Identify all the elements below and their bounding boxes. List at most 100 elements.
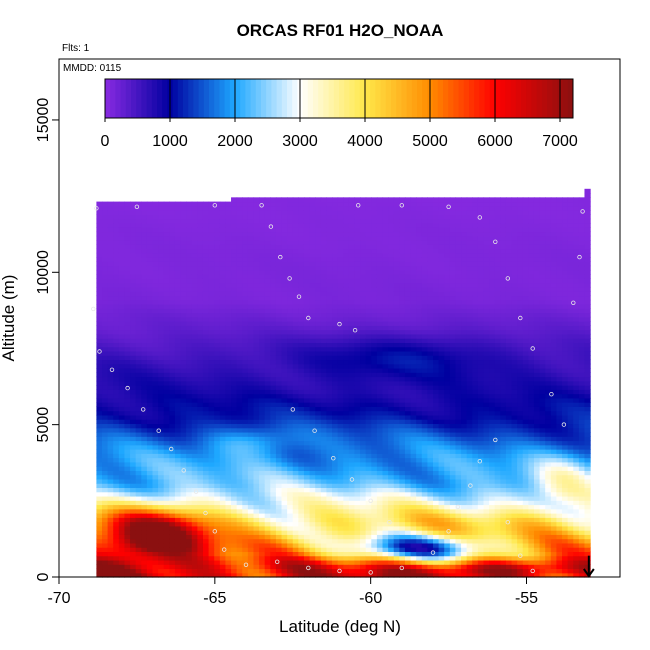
heatmap-cell [124,321,131,326]
heatmap-cell [326,312,333,318]
heatmap-cell [404,478,412,484]
heatmap-cell [332,205,339,211]
heatmap-cell [124,372,131,378]
heatmap-cell [202,342,210,348]
heatmap-cell [382,291,389,297]
heatmap-cell [191,214,198,220]
heatmap-cell [152,453,159,459]
heatmap-cell [264,393,271,399]
heatmap-cell [113,521,120,527]
heatmap-cell [343,363,350,369]
heatmap-cell [371,197,378,203]
heatmap-cell [186,240,193,245]
heatmap-cell [388,338,395,343]
heatmap-cell [360,423,367,429]
heatmap-cell [337,385,344,390]
heatmap-cell [292,372,299,378]
heatmap-cell [191,385,198,390]
heatmap-cell [169,534,176,540]
heatmap-cell [242,427,249,433]
heatmap-cell [124,483,131,489]
heatmap-cell [399,355,406,361]
heatmap-cell [337,538,344,544]
heatmap-cell [287,419,294,425]
heatmap-cell [219,500,227,506]
heatmap-cell [376,474,384,480]
heatmap-cell [102,453,109,459]
heatmap-cell [202,261,210,267]
heatmap-cell [371,487,378,493]
heatmap-cell [118,385,126,390]
heatmap-cell [180,393,187,399]
heatmap-cell [197,389,204,395]
heatmap-cell [208,291,215,297]
heatmap-cell [292,517,299,523]
heatmap-cell [343,346,350,352]
heatmap-cell [399,282,406,288]
heatmap-cell [124,214,131,220]
heatmap-cell [236,495,243,501]
heatmap-cell [259,235,266,241]
heatmap-cell [231,346,238,352]
heatmap-cell [343,491,350,497]
heatmap-cell [259,295,266,301]
heatmap-cell [219,427,227,433]
heatmap-cell [360,329,367,335]
heatmap-cell [202,397,210,403]
heatmap-cell [102,508,109,514]
heatmap-cell [158,308,165,314]
heatmap-cell [191,380,198,386]
heatmap-cell [298,363,305,369]
heatmap-cell [124,491,131,497]
heatmap-cell [186,393,193,399]
heatmap-cell [107,274,114,279]
heatmap-cell [146,483,154,489]
heatmap-cell [152,406,159,412]
heatmap-cell [326,227,333,233]
heatmap-cell [292,478,299,484]
heatmap-cell [399,542,406,548]
heatmap-cell [303,376,311,382]
heatmap-cell [281,559,288,565]
heatmap-cell [382,517,389,523]
heatmap-cell [208,453,215,459]
heatmap-cell [388,333,395,339]
heatmap-cell [388,389,395,395]
heatmap-cell [152,222,159,228]
heatmap-cell [287,329,294,335]
heatmap-cell [315,282,322,288]
heatmap-cell [180,248,187,254]
heatmap-cell [399,457,406,463]
heatmap-cell [326,201,333,207]
heatmap-cell [197,303,204,309]
heatmap-cell [225,372,232,378]
heatmap-cell [141,517,148,523]
heatmap-cell [275,491,283,497]
heatmap-cell [186,299,193,305]
heatmap-cell [393,521,400,527]
heatmap-cell [169,525,176,531]
heatmap-cell [208,406,215,412]
heatmap-cell [135,303,142,309]
heatmap-cell [202,286,210,292]
heatmap-cell [152,346,159,352]
heatmap-cell [219,385,227,390]
heatmap-cell [399,235,406,241]
heatmap-cell [287,248,294,254]
heatmap-cell [270,449,277,454]
heatmap-cell [231,431,238,437]
heatmap-cell [292,521,299,527]
heatmap-cell [191,210,198,215]
heatmap-cell [135,329,142,335]
heatmap-cell [186,333,193,339]
heatmap-cell [376,530,384,535]
heatmap-cell [247,538,255,544]
heatmap-cell [332,491,339,497]
heatmap-cell [337,431,344,437]
heatmap-cell [247,551,255,557]
heatmap-cell [354,474,361,480]
heatmap-cell [309,495,316,501]
heatmap-cell [107,521,114,527]
heatmap-cell [174,274,182,279]
heatmap-cell [197,406,204,412]
